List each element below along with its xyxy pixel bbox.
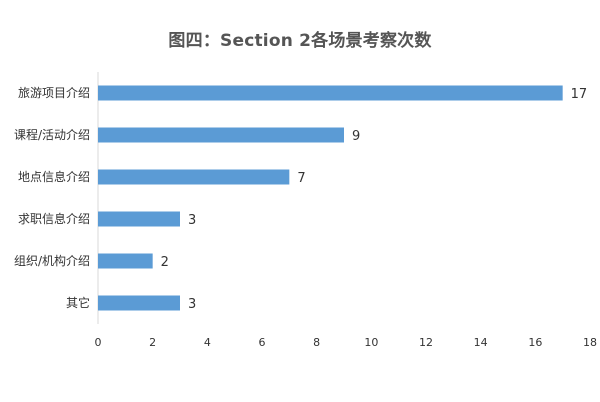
x-tick-label-3: 6: [259, 336, 266, 349]
x-tick-label-4: 8: [313, 336, 320, 349]
category-label-2: 地点信息介绍: [18, 169, 90, 184]
data-label-5: 3: [188, 297, 196, 312]
bar-1: [98, 127, 344, 143]
x-tick-label-7: 14: [474, 336, 488, 349]
bar-0: [98, 85, 563, 101]
category-label-5: 其它: [66, 295, 90, 310]
chart-title: 图四：Section 2各场景考察次数: [168, 31, 432, 51]
x-tick-label-0: 0: [95, 336, 102, 349]
x-tick-label-2: 4: [204, 336, 211, 349]
category-label-3: 求职信息介绍: [18, 211, 90, 226]
category-label-0: 旅游项目介绍: [18, 86, 90, 100]
x-tick-label-8: 16: [528, 336, 542, 349]
x-tick-label-5: 10: [364, 336, 378, 349]
data-label-1: 9: [352, 129, 360, 144]
data-label-4: 2: [161, 255, 169, 270]
bar-5: [98, 295, 180, 311]
x-tick-label-6: 12: [419, 336, 433, 349]
data-label-2: 7: [297, 171, 305, 186]
bar-3: [98, 211, 180, 227]
data-label-3: 3: [188, 213, 196, 228]
x-tick-label-1: 2: [149, 336, 156, 349]
bar-4: [98, 253, 153, 269]
bar-2: [98, 169, 290, 185]
data-label-0: 17: [571, 87, 588, 102]
x-tick-label-9: 18: [583, 336, 597, 349]
category-label-4: 组织/机构介绍: [14, 253, 90, 268]
category-label-1: 课程/活动介绍: [14, 127, 90, 142]
